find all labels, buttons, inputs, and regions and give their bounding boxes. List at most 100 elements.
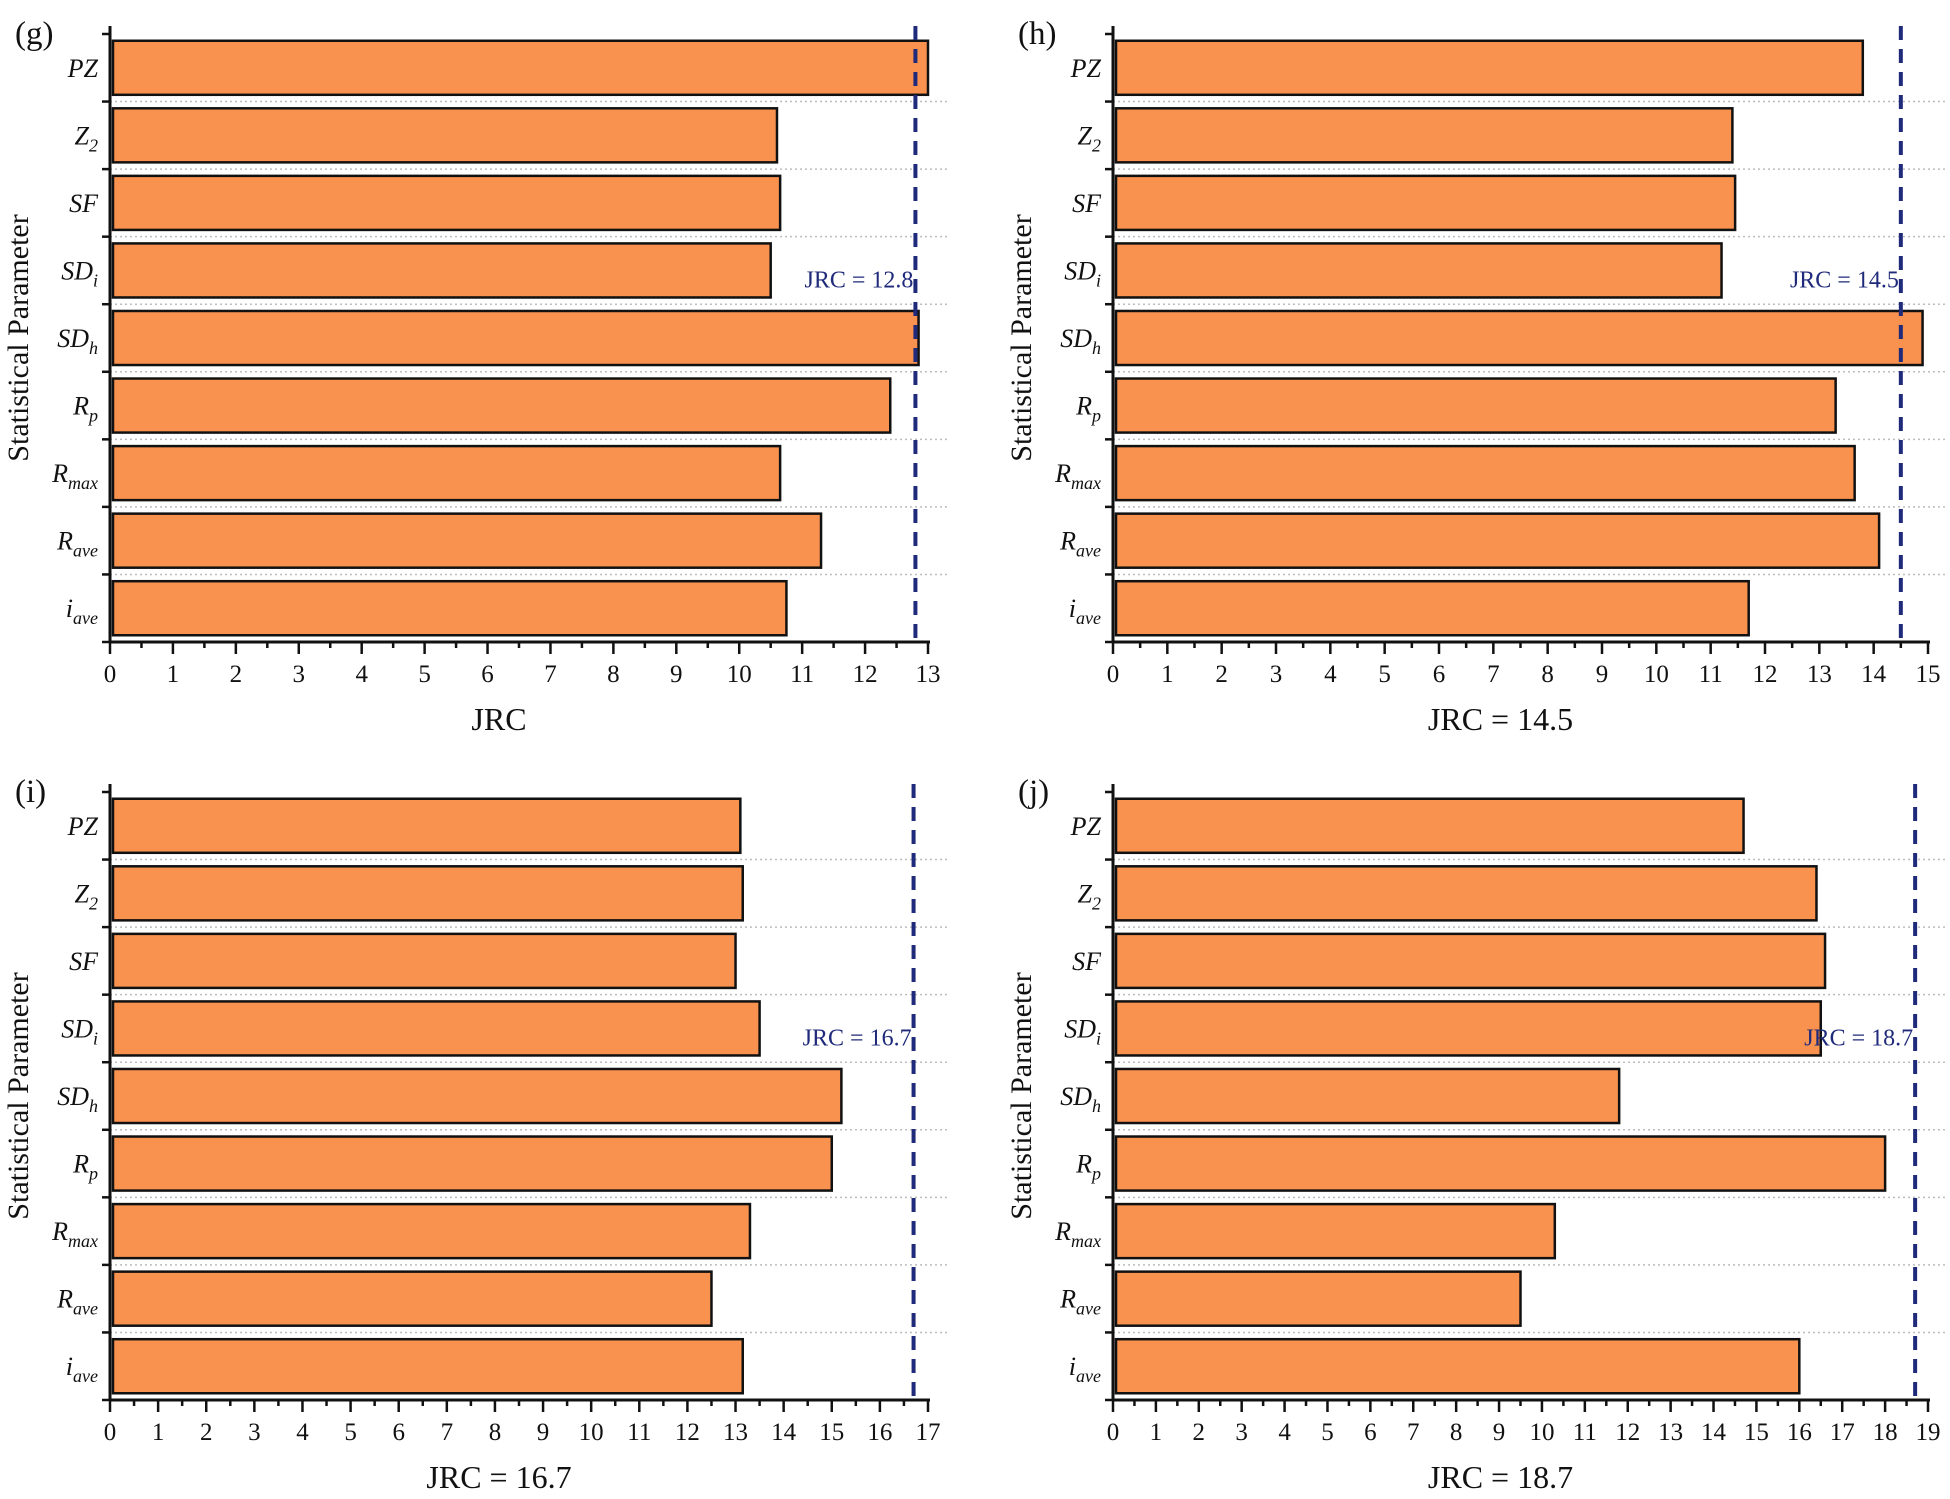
bar-Rmax	[1114, 444, 1856, 502]
category-label: Rave	[56, 1285, 98, 1319]
x-tick-label: 12	[1753, 661, 1778, 688]
bar-Rmax	[1114, 1202, 1557, 1260]
x-tick-label: 5	[1378, 661, 1391, 688]
x-tick-label: 13	[1807, 661, 1832, 688]
x-tick-label: 0	[104, 1419, 117, 1446]
category-label: Rmax	[51, 1217, 98, 1251]
x-tick-label: 0	[1107, 1419, 1120, 1446]
x-tick-label: 12	[675, 1419, 700, 1446]
panel-label: (g)	[15, 16, 53, 52]
x-axis-title: JRC = 14.5	[1428, 701, 1573, 737]
x-tick-label: 4	[1324, 661, 1337, 688]
bar-SDi	[111, 1000, 761, 1057]
x-axis-title: JRC = 18.7	[1428, 1459, 1573, 1495]
bar-PZ	[1114, 39, 1865, 97]
category-label: Rp	[72, 392, 98, 426]
x-tick-label: 1	[1150, 1419, 1163, 1446]
x-tick-label: 11	[627, 1419, 651, 1446]
category-label: SDh	[1060, 324, 1101, 358]
category-label: iave	[1069, 594, 1101, 628]
y-axis-title: Statistical Parameter	[2, 972, 35, 1219]
bar-SDh	[1114, 309, 1924, 367]
x-tick-label: 1	[1161, 661, 1174, 688]
x-tick-label: 8	[1450, 1419, 1463, 1446]
x-tick-label: 7	[1487, 661, 1500, 688]
bar-Z2	[111, 865, 744, 922]
x-tick-label: 18	[1873, 1419, 1898, 1446]
category-label: Z2	[1078, 121, 1101, 155]
bar-Rmax	[111, 1202, 752, 1260]
bar-Rave	[111, 512, 823, 569]
category-label: PZ	[67, 54, 99, 83]
x-tick-label: 5	[418, 661, 431, 688]
x-tick-label: 9	[537, 1419, 550, 1446]
x-tick-label: 4	[296, 1419, 309, 1446]
category-label: iave	[66, 1352, 98, 1386]
x-tick-label: 13	[723, 1419, 748, 1446]
category-label: PZ	[67, 812, 99, 841]
reference-label: JRC = 16.7	[803, 1025, 912, 1051]
bar-Rmax	[111, 444, 782, 502]
category-label: Rave	[56, 527, 98, 561]
category-label: SDh	[57, 324, 98, 358]
x-tick-label: 2	[230, 661, 243, 688]
x-tick-label: 8	[607, 661, 620, 688]
bar-SDi	[111, 242, 772, 299]
bar-PZ	[111, 39, 930, 97]
bar-iave	[111, 579, 788, 637]
category-label: Rmax	[1054, 459, 1101, 493]
x-tick-label: 8	[1541, 661, 1554, 688]
bar-PZ	[1114, 797, 1745, 855]
x-tick-label: 11	[1699, 661, 1723, 688]
bar-Rp	[111, 1135, 834, 1192]
x-tick-label: 6	[1433, 661, 1446, 688]
category-label: Rp	[1075, 1150, 1101, 1184]
bar-PZ	[111, 797, 742, 855]
bar-Z2	[111, 107, 779, 164]
bar-SDh	[111, 309, 920, 367]
x-tick-label: 3	[293, 661, 306, 688]
category-label: Rmax	[1054, 1217, 1101, 1251]
bar-SF	[1114, 174, 1737, 232]
x-tick-label: 14	[1701, 1419, 1727, 1446]
category-label: SDi	[61, 256, 98, 290]
x-tick-label: 13	[916, 661, 941, 688]
category-label: Rmax	[51, 459, 98, 493]
x-tick-label: 3	[1270, 661, 1283, 688]
y-axis-title: Statistical Parameter	[1005, 972, 1038, 1219]
x-tick-label: 16	[1787, 1419, 1812, 1446]
bar-SDh	[111, 1067, 843, 1125]
bar-iave	[1114, 579, 1750, 637]
bar-SDi	[1114, 1000, 1823, 1057]
category-label: SDh	[1060, 1082, 1101, 1116]
category-label: Rp	[1075, 392, 1101, 426]
category-label: SF	[69, 189, 99, 218]
x-tick-label: 6	[392, 1419, 405, 1446]
bar-Rave	[111, 1270, 713, 1327]
bar-Z2	[1114, 865, 1818, 922]
category-label: SDh	[57, 1082, 98, 1116]
bar-SF	[1114, 932, 1827, 990]
bar-SDh	[1114, 1067, 1621, 1125]
bar-SF	[111, 174, 782, 232]
x-tick-label: 12	[853, 661, 878, 688]
panel-label: (i)	[15, 774, 46, 810]
category-label: Rave	[1059, 527, 1101, 561]
bar-Rp	[1114, 1135, 1887, 1192]
bar-SDi	[1114, 242, 1723, 299]
category-label: SDi	[61, 1014, 98, 1048]
x-tick-label: 0	[104, 661, 117, 688]
panel-label: (j)	[1018, 774, 1049, 810]
x-tick-label: 14	[771, 1419, 797, 1446]
x-tick-label: 2	[200, 1419, 213, 1446]
x-tick-label: 9	[1596, 661, 1609, 688]
bar-Rp	[111, 377, 892, 434]
x-tick-label: 10	[1529, 1419, 1554, 1446]
bar-Rave	[1114, 1270, 1522, 1327]
x-tick-label: 6	[481, 661, 494, 688]
reference-label: JRC = 12.8	[805, 267, 914, 293]
